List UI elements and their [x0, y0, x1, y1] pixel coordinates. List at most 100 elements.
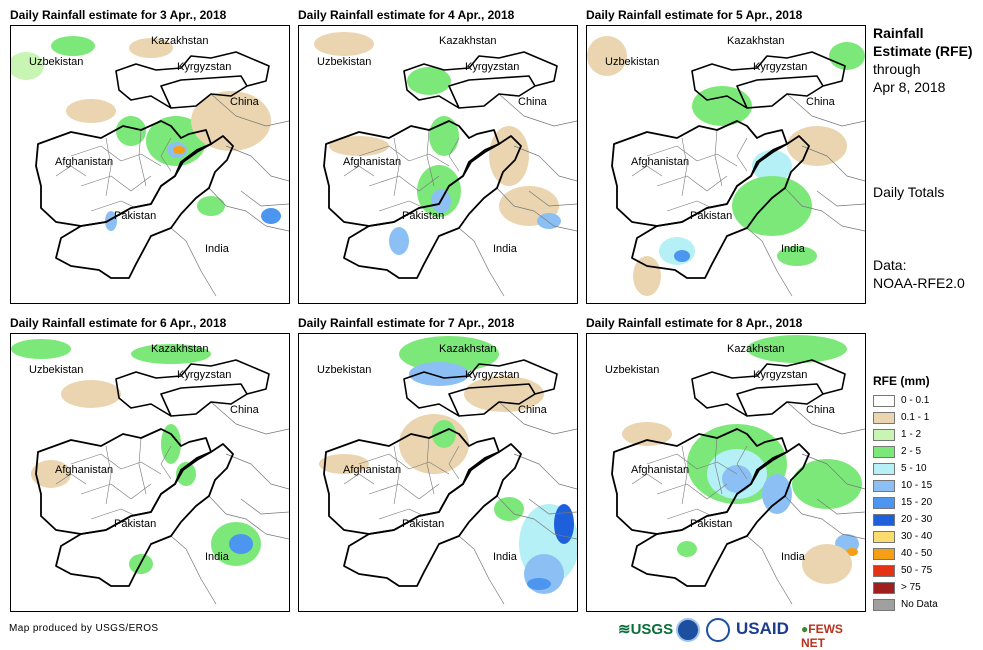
- boundary-line: [611, 120, 788, 227]
- fews-logo-text: FEWS NET: [801, 622, 843, 650]
- rainfall-area: [105, 211, 117, 231]
- rainfall-area: [674, 250, 690, 262]
- legend-item: 30 - 40: [873, 528, 978, 545]
- boundary-line: [323, 120, 500, 227]
- boundary-line: [55, 443, 234, 587]
- rainfall-area: [659, 237, 695, 265]
- legend-swatch: [873, 530, 895, 543]
- rainfall-area: [622, 422, 672, 446]
- country-label-kyrgyzstan: Kyrgyzstan: [177, 369, 232, 381]
- boundary-line: [458, 187, 577, 297]
- country-label-kazakhstan: Kazakhstan: [727, 35, 785, 47]
- legend-swatch: [873, 513, 895, 526]
- map-canvas: [11, 339, 289, 605]
- country-label-china: China: [518, 404, 547, 416]
- country-label-india: India: [781, 243, 805, 255]
- legend-swatch: [873, 564, 895, 577]
- boundary-line: [35, 428, 212, 535]
- boundary-line: [210, 401, 289, 515]
- rainfall-map: Kazakhstan Uzbekistan Kyrgyzstan China Afgha…: [586, 25, 866, 304]
- rainfall-map: Kazakhstan Uzbekistan Kyrgyzstan China Afgha…: [10, 25, 290, 304]
- boundary-line: [35, 120, 212, 227]
- country-label-kazakhstan: Kazakhstan: [439, 35, 497, 47]
- country-label-pakistan: Pakistan: [114, 518, 157, 530]
- legend-label: 1 - 2: [901, 429, 922, 440]
- rainfall-area: [409, 362, 469, 386]
- boundary-line: [691, 359, 846, 417]
- rainfall-area: [11, 339, 71, 359]
- legend-swatch: [873, 479, 895, 492]
- rainfall-area: [722, 465, 752, 493]
- country-label-uzbekistan: Uzbekistan: [605, 364, 660, 376]
- map-canvas: [319, 336, 577, 605]
- panel-title: Daily Rainfall estimate for 7 Apr., 2018: [298, 316, 515, 330]
- country-label-uzbekistan: Uzbekistan: [29, 364, 84, 376]
- boundary-line: [498, 401, 577, 515]
- country-label-afghanistan: Afghanistan: [631, 156, 690, 168]
- rainfall-area: [197, 196, 225, 216]
- rainfall-area: [399, 336, 499, 372]
- rainfall-area: [11, 52, 44, 80]
- rfe-title: Rainfall Estimate (RFE) through Apr 8, 2…: [873, 24, 978, 96]
- boundary-line: [55, 129, 172, 212]
- rainfall-area: [407, 67, 451, 95]
- country-label-india: India: [493, 551, 517, 563]
- country-label-afghanistan: Afghanistan: [55, 464, 114, 476]
- rainfall-area: [176, 462, 196, 486]
- data-label: Data:: [873, 257, 907, 273]
- country-label-kyrgyzstan: Kyrgyzstan: [177, 61, 232, 73]
- boundary-line: [343, 135, 522, 279]
- country-label-pakistan: Pakistan: [402, 518, 445, 530]
- usgs-logo: ≋USGS: [618, 621, 674, 638]
- country-label-kazakhstan: Kazakhstan: [151, 343, 209, 355]
- country-label-india: India: [205, 243, 229, 255]
- country-label-china: China: [518, 96, 547, 108]
- legend-item: 50 - 75: [873, 562, 978, 579]
- map-canvas: [611, 335, 865, 605]
- fews-logo: ●FEWS NET: [801, 622, 843, 650]
- legend-item: 5 - 10: [873, 460, 978, 477]
- country-label-kyrgyzstan: Kyrgyzstan: [753, 369, 808, 381]
- rainfall-area: [537, 213, 561, 229]
- map-panel-apr-3: Daily Rainfall estimate for 3 Apr., 2018…: [10, 6, 300, 306]
- country-label-pakistan: Pakistan: [690, 210, 733, 222]
- boundary-line: [631, 135, 810, 279]
- rainfall-area: [787, 126, 847, 166]
- legend-label: 30 - 40: [901, 531, 933, 542]
- boundary-line: [691, 51, 846, 109]
- rainfall-area: [747, 335, 847, 363]
- country-label-uzbekistan: Uzbekistan: [317, 364, 372, 376]
- rainfall-map: Kazakhstan Uzbekistan Kyrgyzstan China Afgha…: [298, 25, 578, 304]
- country-label-china: China: [230, 404, 259, 416]
- boundary-line: [115, 51, 270, 109]
- legend-item: 15 - 20: [873, 494, 978, 511]
- agency-logos: ≋USGS USAID ●FEWS NET: [618, 618, 866, 650]
- legend-item: 1 - 2: [873, 426, 978, 443]
- rainfall-area: [261, 208, 281, 224]
- map-canvas: [11, 36, 289, 297]
- rainfall-area: [554, 504, 574, 544]
- boundary-line: [786, 401, 865, 515]
- usgs-logo-text: USGS: [630, 621, 674, 638]
- country-label-pakistan: Pakistan: [690, 518, 733, 530]
- country-label-kyrgyzstan: Kyrgyzstan: [753, 61, 808, 73]
- country-label-afghanistan: Afghanistan: [343, 464, 402, 476]
- panel-title: Daily Rainfall estimate for 3 Apr., 2018: [10, 8, 227, 22]
- legend-swatch: [873, 428, 895, 441]
- rainfall-map: Kazakhstan Uzbekistan Kyrgyzstan China Afgha…: [10, 333, 290, 612]
- boundary-line: [210, 93, 289, 207]
- boundary-line: [343, 437, 460, 520]
- boundary-line: [170, 495, 289, 605]
- rainfall-area: [429, 116, 459, 156]
- country-label-uzbekistan: Uzbekistan: [317, 56, 372, 68]
- boundary-line: [498, 93, 577, 207]
- legend-swatch: [873, 411, 895, 424]
- legend-item: 0 - 0.1: [873, 392, 978, 409]
- rainfall-area: [61, 380, 121, 408]
- panel-title: Daily Rainfall estimate for 8 Apr., 2018: [586, 316, 803, 330]
- legend-swatch: [873, 598, 895, 611]
- rainfall-area: [762, 474, 792, 514]
- rainfall-area: [829, 42, 865, 70]
- boundary-line: [631, 443, 810, 587]
- legend-swatch: [873, 462, 895, 475]
